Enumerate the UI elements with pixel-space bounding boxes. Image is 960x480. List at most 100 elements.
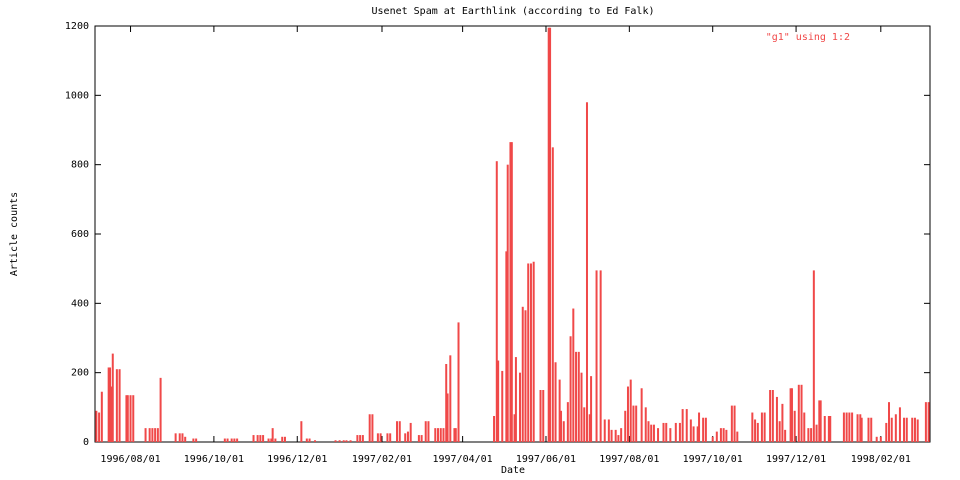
bar <box>689 419 692 442</box>
x-tick-label: 1997/06/01 <box>516 454 576 465</box>
bar <box>588 414 591 442</box>
bar <box>657 428 660 442</box>
bar <box>577 351 580 442</box>
bar <box>763 412 766 442</box>
bar <box>644 407 647 442</box>
y-tick-label: 1200 <box>65 21 89 32</box>
bar <box>595 270 598 442</box>
bar <box>519 372 522 442</box>
bar <box>751 412 754 442</box>
bar <box>527 263 530 442</box>
bar <box>629 379 632 442</box>
bar <box>345 440 348 442</box>
bar <box>449 355 452 442</box>
bar <box>159 377 162 442</box>
bar <box>192 438 195 442</box>
bar <box>283 436 286 442</box>
x-tick-label: 1997/10/01 <box>683 454 743 465</box>
bar <box>730 405 733 442</box>
bar <box>760 412 763 442</box>
x-tick-label: 1998/02/01 <box>851 454 911 465</box>
bar <box>262 435 265 442</box>
bar <box>439 428 442 442</box>
bar <box>669 428 672 442</box>
y-axis-label: Article counts <box>9 192 20 276</box>
bar <box>610 429 613 442</box>
bar <box>195 438 198 442</box>
bar <box>110 386 113 442</box>
bar <box>506 164 509 442</box>
bar <box>704 417 707 442</box>
bar <box>719 428 722 442</box>
bar <box>532 261 535 442</box>
bar <box>551 147 554 443</box>
bar <box>259 435 262 442</box>
bar <box>725 429 728 442</box>
bar <box>514 357 517 442</box>
bar <box>338 440 341 442</box>
bar <box>547 27 550 442</box>
bar <box>404 433 407 442</box>
bar <box>111 353 114 442</box>
bar <box>349 440 352 442</box>
bar <box>493 416 496 442</box>
bar <box>632 405 635 442</box>
x-tick-label: 1996/08/01 <box>100 454 160 465</box>
bar <box>790 388 793 442</box>
bar <box>885 422 888 442</box>
x-tick-label: 1996/10/01 <box>184 454 244 465</box>
bar <box>913 417 916 442</box>
x-tick-label: 1996/12/01 <box>267 454 327 465</box>
bar <box>132 395 135 442</box>
bar <box>368 414 371 442</box>
bar <box>845 412 848 442</box>
bar <box>359 435 362 442</box>
bar <box>829 416 832 442</box>
bar <box>603 419 606 442</box>
bar <box>510 142 513 442</box>
bar <box>575 351 578 442</box>
bar <box>898 407 901 442</box>
bar <box>911 417 914 442</box>
bar <box>560 410 563 442</box>
bar <box>314 440 317 442</box>
bar <box>590 376 593 442</box>
bar <box>118 369 121 442</box>
bar <box>442 428 445 442</box>
bar <box>818 400 821 442</box>
bar <box>647 421 650 442</box>
bar <box>454 428 457 442</box>
bar <box>803 412 806 442</box>
y-tick-label: 200 <box>71 368 89 379</box>
bar <box>495 161 498 442</box>
x-tick-label: 1997/08/01 <box>599 454 659 465</box>
bar <box>778 421 781 442</box>
bar <box>409 422 412 442</box>
y-tick-label: 1000 <box>65 90 89 101</box>
bar <box>867 417 870 442</box>
bar <box>371 414 374 442</box>
x-tick-label: 1997/04/01 <box>433 454 493 465</box>
bar <box>100 391 103 442</box>
bar <box>635 405 638 442</box>
bar <box>736 431 739 442</box>
bar <box>558 379 561 442</box>
x-axis-label: Date <box>501 465 525 476</box>
bar <box>650 424 653 442</box>
bar <box>178 433 181 442</box>
bar <box>308 438 311 442</box>
bar <box>674 422 677 442</box>
bar <box>406 431 409 442</box>
bar <box>607 419 610 442</box>
bar <box>274 438 277 442</box>
bar <box>781 403 784 442</box>
bar <box>698 412 701 442</box>
bar <box>879 436 882 442</box>
bar <box>626 386 629 442</box>
y-tick-label: 600 <box>71 229 89 240</box>
bar <box>420 435 423 442</box>
bar <box>434 428 437 442</box>
bar <box>681 409 684 442</box>
x-tick-label: 1997/02/01 <box>352 454 412 465</box>
